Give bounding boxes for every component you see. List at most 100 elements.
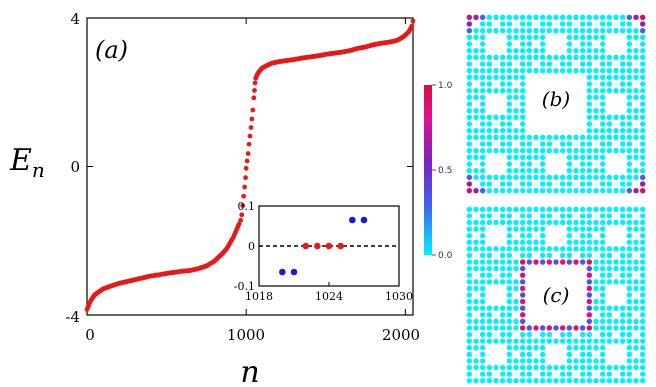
lattice-site [579,206,586,212]
lattice-site [526,219,533,226]
lattice-site [613,378,619,384]
lattice-site [586,338,593,344]
lattice-site [626,107,633,114]
lattice-site [513,226,519,232]
lattice-site [526,161,533,167]
lattice-site [586,358,593,364]
lattice-site [586,378,593,384]
lattice-site [559,147,566,154]
lattice-site [633,94,639,101]
lattice-site [626,47,633,54]
lattice-site [526,27,533,34]
lattice-site [533,358,539,364]
lattice-site [546,181,553,187]
panel-label-a: (a) [95,36,128,64]
lattice-site [539,27,546,34]
lattice-site [613,14,619,21]
lattice-site [486,181,493,187]
lattice-site [519,358,526,364]
lattice-site [526,239,533,245]
lattice-site [526,232,533,239]
lattice-site [566,325,573,331]
lattice-site [506,167,513,174]
lattice-site [579,246,586,252]
lattice-site [559,259,566,265]
lattice-site [499,206,506,212]
lattice-site [553,206,559,212]
lattice-site [599,47,606,54]
lattice-site [633,246,639,252]
lattice-site [499,181,506,187]
lattice-site [479,232,486,239]
lattice-site [599,114,606,121]
x-tick-label-2000: 2000 [382,326,420,344]
lattice-site [599,259,606,265]
lattice-site [579,47,586,54]
lattice-site [566,134,573,141]
lattice-site [573,34,579,41]
lattice-site [626,161,633,167]
data-point [246,141,252,147]
lattice-site [626,232,633,239]
inset-data-series [279,216,368,276]
colorbar-label-max: 1.0 [438,81,453,91]
lattice-site [599,246,606,252]
lattice-site [599,134,606,141]
lattice-site [559,67,566,74]
lattice-site [633,87,639,94]
lattice-site [639,305,646,311]
lattice-site [619,312,626,318]
lattice-site [566,364,573,371]
lattice-site [586,94,593,101]
lattice-site [499,325,506,331]
lattice-site [566,54,573,61]
lattice-site [579,338,586,344]
lattice-site [566,371,573,377]
lattice-site [606,27,613,34]
lattice-site [466,226,473,232]
main-data-series [84,18,416,312]
lattice-site [559,338,566,344]
lattice-site [519,226,526,232]
lattice-site [599,378,606,384]
lattice-site [539,61,546,67]
lattice-site [519,219,526,226]
lattice-site [619,219,626,226]
lattice-site [599,252,606,259]
lattice-site [599,181,606,187]
lattice-site [473,219,479,226]
lattice-site [466,239,473,245]
lattice-site [639,94,646,101]
lattice-site [466,167,473,174]
lattice-site [546,364,553,371]
lattice-site [586,141,593,147]
lattice-site [586,318,593,325]
lattice-site [599,74,606,81]
lattice-site [586,74,593,81]
lattice-site [479,61,486,67]
lattice-site [639,74,646,81]
lattice-site [586,331,593,338]
data-point [242,184,247,190]
lattice-site [586,67,593,74]
lattice-site [626,292,633,298]
data-point [252,80,258,86]
lattice-site [586,181,593,187]
lattice-site [519,252,526,259]
lattice-site [639,47,646,54]
inset-x-tick-1018: 1018 [245,290,273,303]
lattice-site [519,41,526,47]
lattice-site [599,67,606,74]
lattice-site [499,219,506,226]
lattice-site [599,226,606,232]
lattice-site [473,114,479,121]
lattice-site [466,298,473,305]
lattice-site [479,121,486,127]
lattice-site [639,226,646,232]
lattice-site [579,351,586,358]
lattice-site [599,265,606,272]
lattice-site [519,298,526,305]
lattice-site [486,331,493,338]
lattice-site [633,358,639,364]
lattice-site [539,259,546,265]
